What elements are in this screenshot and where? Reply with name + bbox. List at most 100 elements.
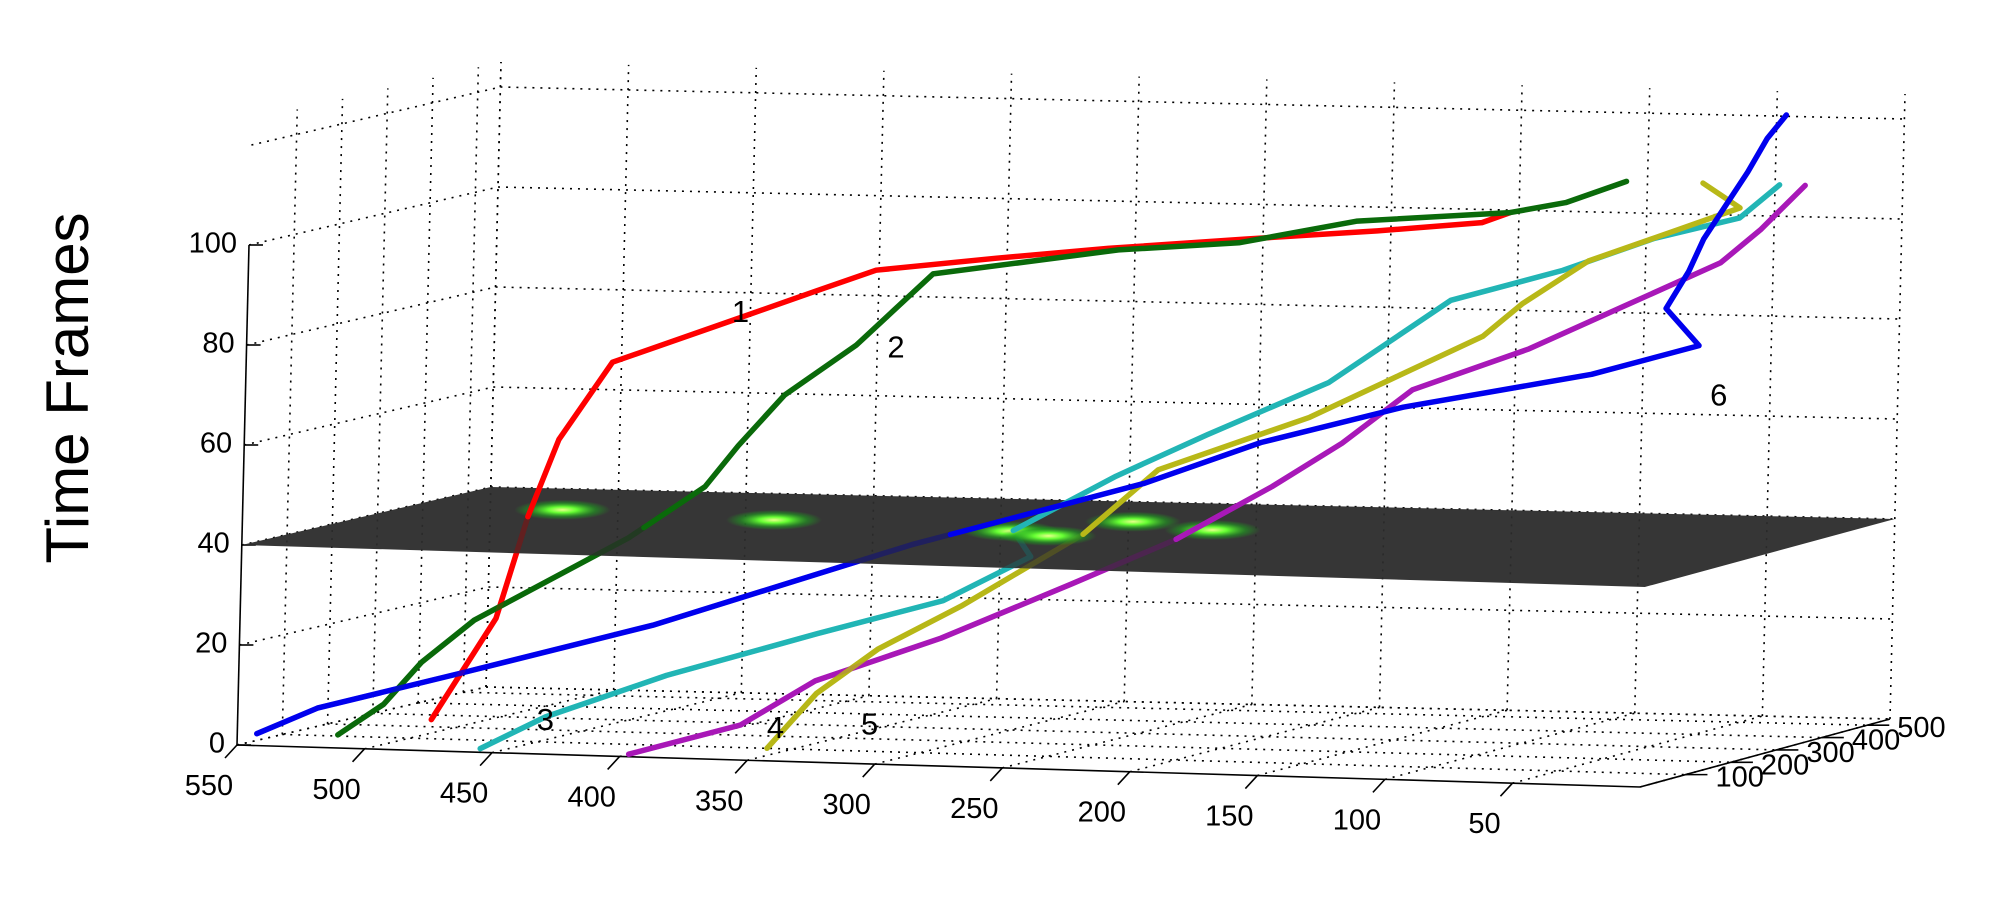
y-tick-label: 300 [1806,737,1854,769]
grid-line [1257,709,1508,777]
grid-line [495,286,1900,320]
grid-line [1129,706,1380,773]
trajectory-label: 2 [887,329,904,364]
grid-line [248,186,499,246]
grid-line [868,70,885,696]
grid-line [1123,76,1140,702]
x-axis-line [236,744,1641,788]
grid-line [995,73,1013,699]
trajectories-above-plane [525,112,1808,543]
x-tick-label: 500 [312,774,360,806]
trajectory-line [764,531,1086,752]
x-tick [862,763,876,778]
trajectory-label: 3 [537,702,554,737]
trajectory-line [1173,182,1808,543]
grid-line [251,86,501,146]
grid-line [485,686,1891,720]
grid-line [746,697,997,762]
trajectory-line-through-plane [625,536,1179,757]
x-tick-label: 400 [567,781,615,813]
grid-line [282,733,1686,776]
z-tick-label: 100 [189,228,237,260]
y-axis-line [1639,718,1891,788]
text-layer: Time Frames 0 20 40 60 80 100 550 500 450 400 350 3… [34,212,1946,840]
grid-line [1889,93,1906,720]
grid-line [493,386,1898,420]
x-tick [1372,778,1386,793]
z-tick-label: 80 [202,328,234,360]
detection-blob [514,499,611,520]
trajectory-line [1080,180,1743,538]
grid-line [1506,85,1523,711]
trajectory-line [525,209,1513,520]
detection-blob [1084,511,1181,532]
x-tick-label: 350 [695,785,743,817]
grid-line [488,586,1893,620]
x-tick [734,759,748,774]
trajectory-line [641,178,1630,531]
grid-line [244,386,494,446]
grid-line [1002,703,1253,769]
grid-line [326,98,344,724]
x-tick-label: 100 [1333,804,1381,836]
x-tick-label: 150 [1205,801,1253,833]
trajectory-label: 5 [861,706,878,741]
x-tick-label: 550 [185,770,233,802]
trajectory-label: 4 [767,710,784,745]
y-tick-label: 400 [1852,725,1900,757]
grid-line [1512,715,1763,784]
z-tick-label: 20 [195,628,227,660]
x-tick [479,752,493,767]
trajectory-line-through-plane [764,531,1086,752]
grid-line [1384,712,1635,781]
grid-line [1633,88,1651,714]
x-tick [1499,782,1514,797]
trajectory-line-through-plane [477,527,1034,752]
trajectory-label: 6 [1710,378,1727,413]
x-tick-label: 200 [1078,797,1126,829]
x-tick-label: 450 [440,778,488,810]
grid-line [1251,79,1268,705]
trajectory-line [1010,182,1783,534]
trajectory-line-through-plane [428,513,531,723]
x-tick [1244,775,1258,790]
trajectory-line [947,112,1790,538]
trajectory-line-through-plane [254,531,954,737]
y-tick-label: 500 [1897,712,1945,744]
detection-blob [726,510,822,531]
grid-line [491,692,742,754]
grid-line [619,694,870,758]
trajectory-line-through-plane [335,524,647,738]
x-tick [1117,771,1131,786]
detection-blob [1000,525,1097,546]
z-tick-label: 40 [198,528,230,560]
z-tick-label: 0 [209,728,225,760]
grid-layer [224,61,1906,797]
grid-line [364,689,614,750]
trajectory-line [625,536,1179,757]
trajectory-label: 1 [732,294,749,329]
x-tick [351,748,366,763]
grid-line [372,88,389,714]
grid-line [462,67,480,693]
z-axis-line [236,244,250,746]
x-tick-label: 300 [823,789,871,821]
trajectories-seen-through-plane [254,513,1179,757]
grid-line [500,86,1905,120]
grid-line [497,186,1903,220]
grid-line [246,286,496,346]
z-axis-label: Time Frames [34,212,101,563]
y-tick-label: 200 [1761,749,1809,781]
grid-line [485,61,502,688]
x-tick [989,767,1003,782]
z-tick-label: 60 [200,428,232,460]
grid-line [417,77,434,703]
x-tick [224,744,238,759]
x-tick [607,755,621,770]
grid-line [463,691,1868,726]
grid-line [281,109,299,735]
grid-line [1761,91,1779,717]
grid-line [740,67,758,693]
y-tick-label: 100 [1715,762,1763,794]
